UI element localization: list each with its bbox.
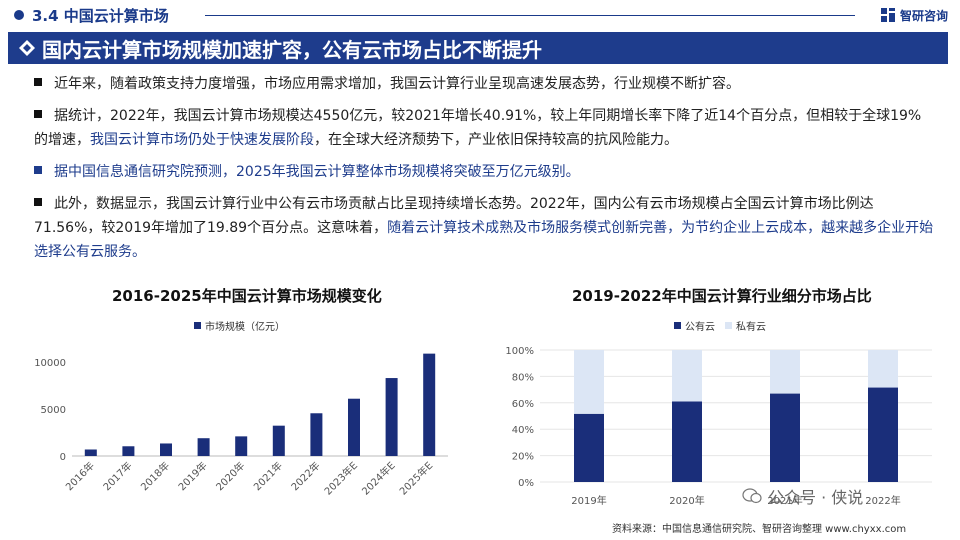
diamond-icon xyxy=(19,40,35,56)
y-tick-label: 0% xyxy=(518,478,534,489)
private-cloud-bar-2022年 xyxy=(868,350,898,388)
x-tick-label: 2025年E xyxy=(397,459,436,498)
chart1-bar-chart: 0 5000 10000 2016年 2017年 2018年 2019年 2020年 2021年… xyxy=(34,353,448,498)
x-tick-label: 2018年 xyxy=(138,459,172,493)
bullet-square-icon xyxy=(34,78,42,86)
wechat-watermark: 公众号 · 侠说 xyxy=(742,484,863,508)
bullet-square-icon xyxy=(34,110,42,118)
x-tick-label: 2020年 xyxy=(669,494,704,507)
y-tick-label: 10000 xyxy=(34,358,66,369)
bullet-paragraph: 据统计，2022年，我国云计算市场规模达4550亿元，较2021年增长40.91… xyxy=(34,104,934,152)
top-bar: 3.4 中国云计算市场 智研咨询 xyxy=(0,0,960,30)
paragraph-text: ，在全球大经济颓势下，产业依旧保持较高的抗风险能力。 xyxy=(314,132,678,148)
bar-2016年 xyxy=(84,449,97,456)
legend-entry: 公有云 xyxy=(674,318,715,333)
bullet-square-icon xyxy=(34,166,42,174)
bullet-paragraph: 近年来，随着政策支持力度增强，市场应用需求增加，我国云计算行业呈现高速发展态势，… xyxy=(34,72,934,96)
paragraph-highlight: 我国云计算市场仍处于快速发展阶段 xyxy=(90,132,314,148)
bar-2018年 xyxy=(160,443,172,456)
public-cloud-bar-2020年 xyxy=(672,401,702,482)
paragraph-text: 此外，数据显示，我国云计算行业中公有云市场贡献占比呈现持续增长态势。2022年，… xyxy=(34,196,874,236)
bar-2021年 xyxy=(272,425,285,456)
public-cloud-bar-2019年 xyxy=(574,413,604,482)
private-cloud-bar-2020年 xyxy=(672,350,702,402)
wechat-label: 公众号 · 侠说 xyxy=(768,488,864,507)
legend-swatch xyxy=(674,322,681,329)
source-note: 资料来源：中国信息通信研究院、智研咨询整理 www.chyxx.com xyxy=(612,524,907,535)
bullet-paragraph: 此外，数据显示，我国云计算行业中公有云市场贡献占比呈现持续增长态势。2022年，… xyxy=(34,192,934,264)
private-cloud-bar-2019年 xyxy=(574,350,604,414)
paragraph-text: 近年来，随着政策支持力度增强，市场应用需求增加，我国云计算行业呈现高速发展态势，… xyxy=(54,76,740,92)
bar-2020年 xyxy=(235,436,248,456)
x-tick-label: 2021年 xyxy=(767,494,802,507)
x-tick-label: 2019年 xyxy=(175,459,209,493)
bar-2025年E xyxy=(423,353,436,456)
bar-2022年 xyxy=(310,413,323,456)
y-tick-label: 20% xyxy=(512,452,534,463)
x-tick-label: 2021年 xyxy=(251,459,285,493)
bullet-paragraph: 据中国信息通信研究院预测，2025年我国云计算整体市场规模将突破至万亿元级别。 xyxy=(34,160,934,184)
paragraph-text: 据统计，2022年，我国云计算市场规模达4550亿元，较2021年增长40.91… xyxy=(34,108,922,148)
brand-logo: 智研咨询 xyxy=(880,6,948,24)
x-tick-label: 2022年 xyxy=(865,494,900,507)
bar-2019年 xyxy=(197,438,210,456)
y-tick-label: 80% xyxy=(512,372,534,383)
header-divider xyxy=(205,15,855,16)
chart2-stacked-bar-chart: 0% 20% 40% 60% 80% 100% 2019年 2020年 2021年 2022年 xyxy=(505,346,932,507)
x-tick-label: 2016年 xyxy=(63,459,97,493)
public-cloud-bar-2021年 xyxy=(770,393,800,482)
headline-title: 国内云计算市场规模加速扩容，公有云市场占比不断提升 xyxy=(42,37,542,62)
wechat-icon xyxy=(742,488,762,504)
legend-label: 私有云 xyxy=(736,322,766,333)
bullet-list: 近年来，随着政策支持力度增强，市场应用需求增加，我国云计算行业呈现高速发展态势，… xyxy=(34,72,934,272)
private-cloud-bar-2021年 xyxy=(770,350,800,394)
chart1-legend: 市场规模（亿元） xyxy=(194,318,285,333)
y-tick-label: 0 xyxy=(60,452,66,463)
legend-entry: 私有云 xyxy=(725,318,766,333)
x-tick-label: 2022年 xyxy=(288,459,322,493)
y-tick-label: 5000 xyxy=(41,405,66,416)
x-tick-label: 2024年E xyxy=(359,459,398,498)
paragraph-highlight: 随着云计算技术成熟及市场服务模式创新完善，为节约企业上云成本，越来越多企业开始选… xyxy=(34,220,934,260)
public-cloud-bar-2022年 xyxy=(868,387,898,482)
legend-swatch xyxy=(194,322,201,329)
legend-label: 市场规模（亿元） xyxy=(205,322,285,333)
y-tick-label: 40% xyxy=(512,425,534,436)
legend-label: 公有云 xyxy=(685,322,715,333)
brand-logo-icon xyxy=(880,8,895,22)
chart2-title: 2019-2022年中国云计算行业细分市场占比 xyxy=(572,287,872,305)
x-tick-label: 2019年 xyxy=(571,494,606,507)
section-dot xyxy=(14,10,24,20)
section-heading: 3.4 中国云计算市场 xyxy=(32,7,169,25)
headline-banner: 国内云计算市场规模加速扩容，公有云市场占比不断提升 xyxy=(8,32,948,64)
bar-2017年 xyxy=(122,446,135,456)
x-tick-label: 2017年 xyxy=(100,459,134,493)
paragraph-text: 据中国信息通信研究院预测，2025年我国云计算整体市场规模将突破至万亿元级别。 xyxy=(54,164,580,180)
chart2-legend: 公有云 私有云 xyxy=(674,318,766,333)
y-tick-label: 100% xyxy=(505,346,534,357)
chart1-title: 2016-2025年中国云计算市场规模变化 xyxy=(112,287,382,305)
x-tick-label: 2023年E xyxy=(321,459,360,498)
x-tick-label: 2020年 xyxy=(213,459,247,493)
bullet-square-icon xyxy=(34,198,42,206)
brand-name: 智研咨询 xyxy=(899,8,948,23)
bar-2024年E xyxy=(385,378,398,456)
bar-2023年E xyxy=(348,398,360,456)
legend-swatch xyxy=(725,322,732,329)
y-tick-label: 60% xyxy=(512,399,534,410)
